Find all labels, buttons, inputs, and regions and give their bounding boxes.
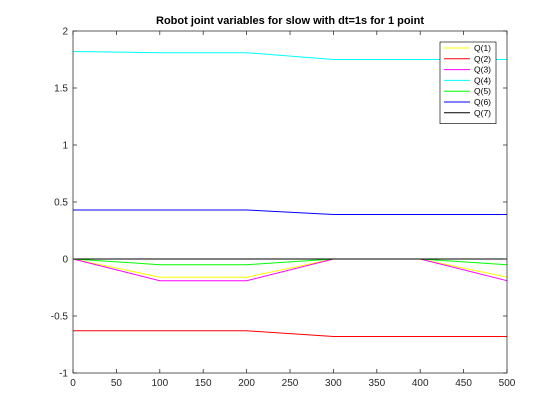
- y-tick-label: 1.5: [54, 84, 68, 95]
- legend-label-q2: Q(2): [474, 54, 491, 64]
- series-line-q4: [72, 51, 507, 60]
- legend-label-q3: Q(3): [474, 65, 491, 75]
- legend-label-q5: Q(5): [474, 86, 491, 96]
- legend: Q(1)Q(2)Q(3)Q(4)Q(5)Q(6)Q(7): [439, 41, 497, 124]
- x-tick-label: 250: [282, 378, 299, 389]
- y-tick-label: 2: [62, 27, 68, 38]
- x-tick-label: 50: [111, 378, 123, 389]
- axes-layer: 0 50 100 150 200 250 300 350 400 450 500 -1 -0.5 0 0.5…: [51, 27, 516, 390]
- legend-label-q1: Q(1): [474, 43, 491, 53]
- x-tick-label: 300: [325, 378, 342, 389]
- x-tick-label: 450: [455, 378, 472, 389]
- y-tick-label: -1: [59, 369, 68, 380]
- x-tick-label: 350: [368, 378, 385, 389]
- series-line-q3: [72, 258, 508, 282]
- x-tick-label: 150: [195, 378, 212, 389]
- series-line-q1: [72, 258, 508, 278]
- legend-label-q4: Q(4): [474, 75, 491, 85]
- x-tick-label: 200: [238, 378, 255, 389]
- x-tick-label: 400: [412, 378, 429, 389]
- y-tick-label: 1: [62, 141, 68, 152]
- legend-label-q7: Q(7): [474, 108, 491, 118]
- x-tick-label: 100: [151, 378, 168, 389]
- plot-area: [73, 31, 507, 373]
- y-tick-label: -0.5: [51, 312, 69, 323]
- series-line-q2: [73, 330, 507, 337]
- x-tick-label: 500: [499, 378, 516, 389]
- series-line-q5: [72, 258, 508, 266]
- y-tick-label: 0: [62, 255, 68, 266]
- x-tick-label: 0: [70, 378, 76, 389]
- y-tick-label: 0.5: [54, 198, 68, 209]
- series-line-q6: [73, 209, 507, 215]
- series-layer: [72, 51, 508, 337]
- chart-title: Robot joint variables for slow with dt=1…: [156, 15, 424, 27]
- legend-box: [439, 41, 497, 124]
- legend-label-q6: Q(6): [474, 97, 491, 107]
